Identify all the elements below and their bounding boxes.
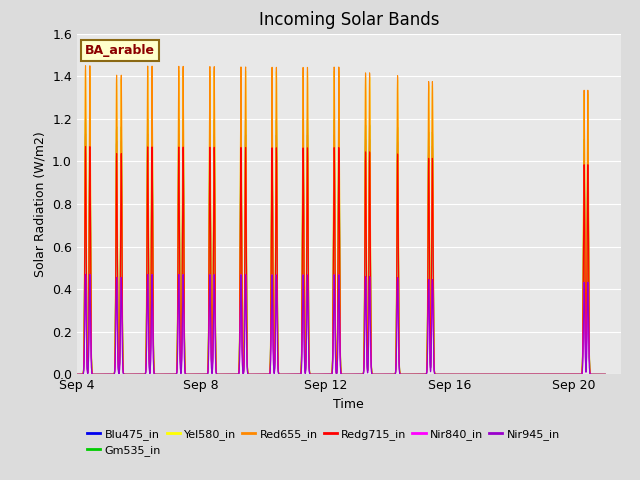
Gm535_in	[246, 372, 253, 377]
Gm535_in	[552, 372, 559, 377]
Nir840_in	[82, 272, 90, 277]
Nir840_in	[275, 372, 283, 377]
Red655_in	[241, 192, 249, 198]
Line: Redg715_in: Redg715_in	[0, 147, 605, 374]
Blu475_in	[582, 355, 590, 361]
Redg715_in	[241, 239, 249, 245]
Redg715_in	[582, 356, 590, 362]
Blu475_in	[602, 372, 609, 377]
Line: Nir945_in: Nir945_in	[0, 275, 605, 374]
Blu475_in	[552, 372, 559, 377]
Nir945_in	[275, 372, 283, 377]
Legend: Blu475_in, Gm535_in, Yel580_in, Red655_in, Redg715_in, Nir840_in, Nir945_in: Blu475_in, Gm535_in, Yel580_in, Red655_i…	[83, 424, 564, 460]
Blu475_in	[275, 372, 283, 377]
Title: Incoming Solar Bands: Incoming Solar Bands	[259, 11, 439, 29]
Line: Yel580_in: Yel580_in	[0, 70, 605, 374]
X-axis label: Time: Time	[333, 398, 364, 411]
Yel580_in	[275, 372, 283, 377]
Gm535_in	[602, 372, 609, 377]
Redg715_in	[552, 372, 559, 377]
Line: Gm535_in: Gm535_in	[0, 119, 605, 374]
Gm535_in	[241, 223, 249, 228]
Nir945_in	[582, 365, 590, 371]
Gm535_in	[275, 372, 283, 377]
Blu475_in	[82, 131, 90, 137]
Nir945_in	[246, 372, 253, 377]
Nir945_in	[431, 372, 439, 377]
Red655_in	[602, 372, 609, 377]
Yel580_in	[582, 351, 590, 357]
Nir840_in	[582, 365, 590, 371]
Gm535_in	[582, 354, 590, 360]
Nir945_in	[552, 372, 559, 377]
Red655_in	[246, 372, 253, 377]
Yel580_in	[602, 372, 609, 377]
Blu475_in	[241, 231, 249, 237]
Line: Blu475_in: Blu475_in	[0, 134, 605, 374]
Blu475_in	[246, 372, 253, 377]
Nir945_in	[602, 372, 609, 377]
Nir840_in	[602, 372, 609, 377]
Yel580_in	[82, 67, 90, 73]
Nir945_in	[241, 313, 249, 319]
Y-axis label: Solar Radiation (W/m2): Solar Radiation (W/m2)	[33, 131, 46, 277]
Yel580_in	[552, 372, 559, 377]
Text: BA_arable: BA_arable	[85, 44, 155, 57]
Redg715_in	[431, 372, 439, 377]
Red655_in	[275, 372, 283, 377]
Nir945_in	[82, 272, 90, 277]
Redg715_in	[602, 372, 609, 377]
Yel580_in	[431, 372, 439, 377]
Nir840_in	[246, 372, 253, 377]
Yel580_in	[241, 194, 249, 200]
Redg715_in	[275, 372, 283, 377]
Red655_in	[552, 372, 559, 377]
Blu475_in	[431, 372, 439, 377]
Gm535_in	[82, 116, 90, 122]
Redg715_in	[246, 372, 253, 377]
Line: Red655_in: Red655_in	[0, 66, 605, 374]
Red655_in	[431, 372, 439, 377]
Red655_in	[582, 350, 590, 356]
Nir840_in	[431, 372, 439, 377]
Gm535_in	[431, 372, 439, 377]
Redg715_in	[82, 144, 90, 150]
Nir840_in	[552, 372, 559, 377]
Yel580_in	[246, 372, 253, 377]
Line: Nir840_in: Nir840_in	[0, 275, 605, 374]
Nir840_in	[241, 313, 249, 319]
Red655_in	[82, 63, 90, 69]
